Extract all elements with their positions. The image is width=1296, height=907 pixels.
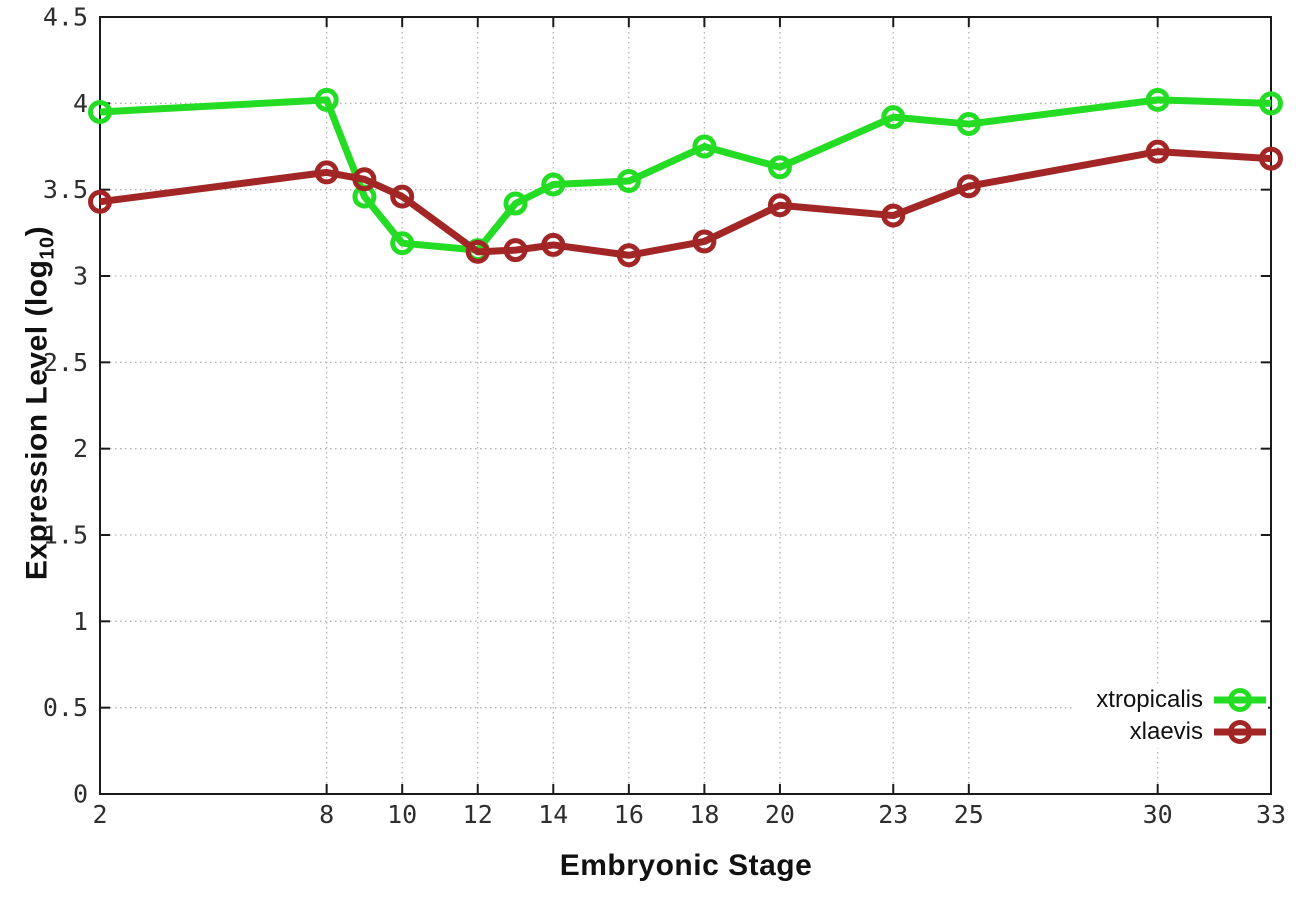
legend: xtropicalis xlaevis — [1072, 684, 1268, 748]
data-point-marker — [390, 184, 415, 209]
x-tick-label: 2 — [92, 800, 107, 829]
x-tick-label: 14 — [538, 800, 568, 829]
data-point-marker — [541, 172, 566, 197]
data-point-marker — [767, 155, 792, 180]
data-point-marker — [1145, 87, 1170, 112]
y-axis-title-subscript: 10 — [36, 236, 59, 260]
x-tick-labels: 2 8 10 12 14 16 18 20 23 25 30 33 — [92, 800, 1286, 829]
data-point-marker — [390, 231, 415, 256]
data-point-marker — [616, 243, 641, 268]
x-tick-label: 16 — [614, 800, 644, 829]
data-point-marker — [465, 239, 490, 264]
data-point-marker — [956, 174, 981, 199]
legend-entry-xtropicalis: xtropicalis — [1072, 684, 1268, 716]
x-tick-label: 8 — [319, 800, 334, 829]
x-axis-title: Embryonic Stage — [559, 849, 813, 882]
x-tick-label: 33 — [1256, 800, 1286, 829]
legend-marker-xtropicalis — [1214, 688, 1266, 712]
gridlines — [100, 17, 1271, 794]
y-tick-label: 1.5 — [43, 521, 88, 550]
legend-marker-xlaevis — [1214, 720, 1266, 744]
y-tick-label: 4 — [73, 89, 88, 118]
legend-label-xlaevis: xlaevis — [1129, 718, 1203, 745]
data-point-marker — [1259, 146, 1283, 171]
data-point-marker — [88, 99, 112, 124]
data-point-marker — [1145, 139, 1170, 164]
data-point-marker — [616, 169, 641, 194]
legend-label-xtropicalis: xtropicalis — [1096, 686, 1203, 713]
data-point-marker — [503, 191, 528, 216]
data-point-marker — [352, 167, 377, 192]
data-point-marker — [314, 87, 339, 112]
data-point-marker — [692, 229, 717, 254]
axis-ticks — [99, 16, 1272, 795]
y-axis-title: Expression Level (log10) — [21, 226, 60, 580]
y-tick-label: 2.5 — [43, 348, 88, 377]
series-line-xtropicalis — [99, 96, 1272, 254]
y-tick-labels: 0 0.5 1 1.5 2 2.5 3 3.5 4 4.5 — [43, 3, 88, 809]
series-line-xlaevis — [99, 148, 1272, 259]
y-tick-label: 0 — [73, 780, 88, 809]
y-tick-label: 2 — [73, 434, 88, 463]
y-tick-label: 1 — [73, 607, 88, 636]
y-tick-label: 4.5 — [43, 3, 88, 32]
x-tick-label: 10 — [387, 800, 417, 829]
data-point-marker — [881, 105, 906, 130]
data-point-marker — [1259, 91, 1283, 116]
y-tick-label: 3.5 — [43, 175, 88, 204]
series-markers-xtropicalis — [88, 87, 1283, 263]
x-tick-label: 23 — [878, 800, 908, 829]
y-axis-title-suffix: ) — [20, 225, 54, 237]
x-tick-label: 30 — [1143, 800, 1173, 829]
x-tick-label: 12 — [463, 800, 493, 829]
plot-border — [99, 16, 1272, 795]
x-tick-label: 20 — [765, 800, 795, 829]
data-point-marker — [314, 160, 339, 185]
data-point-marker — [956, 112, 981, 137]
x-tick-label: 18 — [689, 800, 719, 829]
data-point-marker — [88, 189, 112, 214]
series-markers-xlaevis — [88, 139, 1283, 268]
data-point-marker — [767, 193, 792, 218]
y-tick-label: 0.5 — [43, 693, 88, 722]
y-tick-label: 3 — [73, 262, 88, 291]
data-point-marker — [541, 232, 566, 257]
data-point-marker — [503, 238, 528, 263]
data-point-marker — [881, 203, 906, 228]
legend-entry-xlaevis: xlaevis — [1072, 716, 1268, 748]
y-axis-title-text: Expression Level (log — [20, 259, 54, 581]
data-point-marker — [692, 134, 717, 159]
x-tick-label: 25 — [954, 800, 984, 829]
